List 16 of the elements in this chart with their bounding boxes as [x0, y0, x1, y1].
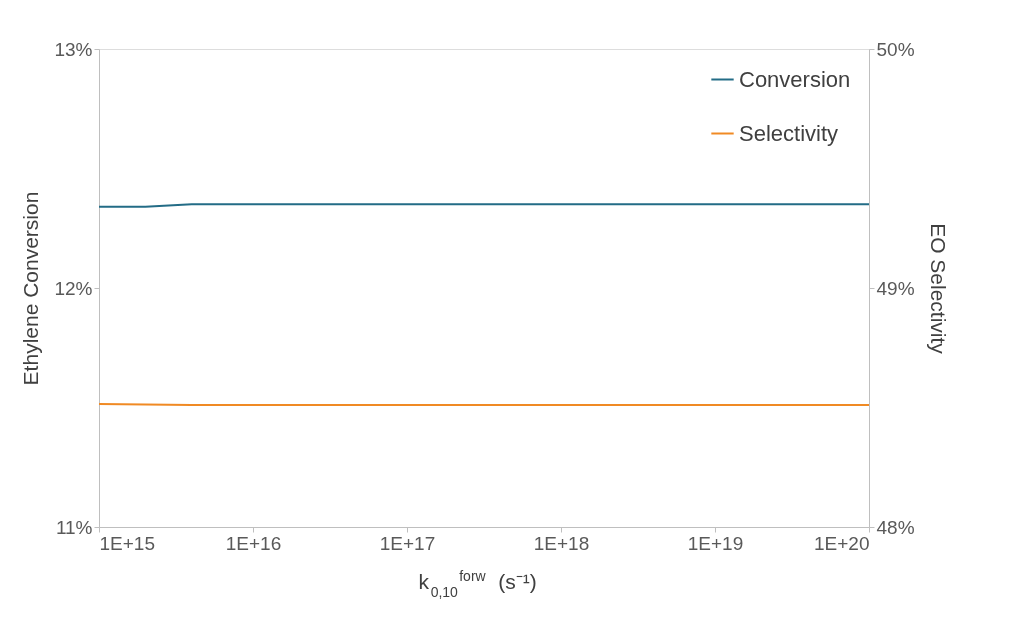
y-axis-title: Ethylene Conversion: [19, 191, 43, 386]
x-tick-label: 1E+18: [533, 532, 590, 554]
y2-tick-label: 50%: [876, 38, 915, 60]
x-tick-label: 1E+19: [687, 532, 744, 554]
y-tick-label: 11%: [55, 516, 93, 538]
y2-tick-label: 48%: [876, 516, 915, 538]
legend-label: Conversion: [739, 66, 851, 92]
x-tick-label: 1E+17: [379, 532, 436, 554]
x-tick-label: 1E+20: [814, 532, 870, 554]
y2-axis-title: EO Selectivity: [926, 223, 950, 355]
x-tick-label: 1E+16: [225, 532, 282, 554]
y2-tick-label: 49%: [876, 277, 915, 299]
legend-label: Selectivity: [739, 120, 839, 146]
x-tick-label: 1E+15: [99, 532, 155, 554]
y-tick-label: 13%: [54, 38, 93, 60]
y-tick-label: 12%: [54, 277, 93, 299]
